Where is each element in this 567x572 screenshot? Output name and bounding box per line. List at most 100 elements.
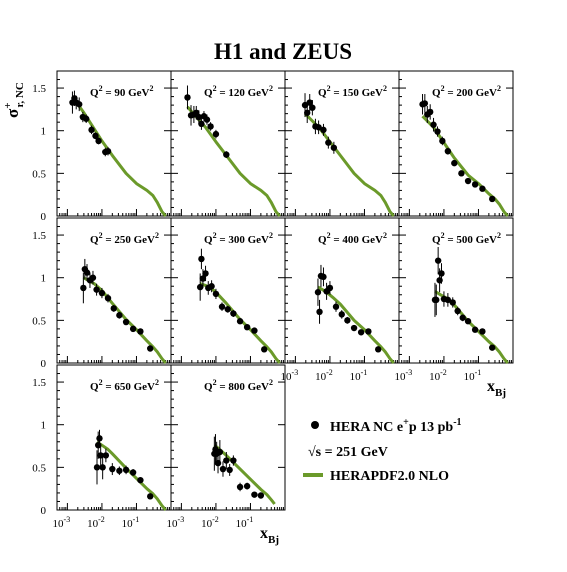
model-curve <box>71 95 167 217</box>
data-point <box>203 116 211 123</box>
data-point <box>344 317 351 324</box>
legend: HERA NC e+p 13 pb-1 √s = 251 GeV HERAPDF2.… <box>303 417 462 484</box>
data-point <box>464 177 472 185</box>
q2-label-sup: 2 <box>327 231 331 240</box>
data-point <box>219 465 227 473</box>
data-point <box>236 483 244 491</box>
x-axis-label-main: x <box>260 525 268 542</box>
data-point <box>320 273 327 281</box>
x-tick-label: 10-1 <box>236 515 254 530</box>
data-point <box>426 108 434 116</box>
data-point <box>88 126 95 134</box>
x-axis-label: xBj <box>260 525 279 546</box>
x-tick-exp: -2 <box>98 515 105 524</box>
data-point <box>430 121 437 128</box>
q2-label-value: = 150 GeV <box>331 87 383 99</box>
x-tick-base: 10 <box>464 371 476 383</box>
data-point <box>196 283 204 291</box>
y-tick-label: 1 <box>41 420 47 432</box>
q2-label: Q2 = 400 GeV2 <box>318 231 387 246</box>
legend-data-sup: + <box>403 417 409 428</box>
x-tick-base: 10 <box>87 518 99 530</box>
legend-data-tail-sup: -1 <box>453 417 461 428</box>
data-point <box>458 170 465 177</box>
data-point <box>309 104 316 111</box>
q2-label: Q2 = 150 GeV2 <box>318 84 387 99</box>
q2-label-sup: 2 <box>213 378 217 387</box>
data-point <box>444 296 452 304</box>
data-point <box>212 130 220 138</box>
model-curve <box>96 440 167 511</box>
data-point <box>357 329 365 336</box>
q2-label-sup: 2 <box>441 84 445 93</box>
panel-q2-800: Q2 = 800 GeV2 <box>170 364 286 511</box>
panel-q2-120: Q2 = 120 GeV2 <box>170 70 286 217</box>
data-point <box>326 284 334 292</box>
y-tick-label: 0 <box>41 505 47 517</box>
data-point <box>434 128 441 135</box>
y-axis-label: σ+r, NC <box>2 82 26 118</box>
data-point <box>489 344 496 351</box>
q2-label-value: = 250 GeV <box>103 234 155 246</box>
q2-label-unit-sup: 2 <box>149 84 153 93</box>
x-axis-label-sub: Bj <box>495 387 506 399</box>
x-axis-label-main: x <box>487 378 495 395</box>
data-point <box>315 124 322 131</box>
data-point <box>439 137 446 145</box>
data-point <box>223 457 230 464</box>
model-curve <box>317 285 395 364</box>
data-point <box>109 465 116 473</box>
q2-label-unit-sup: 2 <box>155 378 159 387</box>
data-point <box>147 493 154 500</box>
y-tick-label: 0.5 <box>32 315 46 327</box>
data-point <box>216 448 224 456</box>
data-point <box>243 323 251 331</box>
data-point <box>93 286 100 293</box>
panel-q2-300: Q2 = 300 GeV2 <box>170 217 286 364</box>
q2-label-value: = 300 GeV <box>217 234 269 246</box>
data-point <box>438 270 445 277</box>
q2-label-q: Q <box>318 87 327 99</box>
data-point <box>489 195 496 203</box>
data-point <box>223 151 230 158</box>
x-tick-label: 10-2 <box>87 515 105 530</box>
q2-label-sup: 2 <box>213 84 217 93</box>
panel-q2-150: Q2 = 150 GeV2 <box>284 70 400 217</box>
data-point <box>464 318 472 325</box>
data-point <box>198 120 205 128</box>
data-point <box>207 123 214 130</box>
data-point <box>137 328 144 335</box>
data-point <box>479 328 486 335</box>
y-tick-label: 0 <box>41 358 47 370</box>
legend-data-tail: p 13 pb <box>409 420 454 435</box>
data-point <box>76 101 83 108</box>
q2-label-value: = 120 GeV <box>217 87 269 99</box>
data-point <box>304 109 311 116</box>
data-point <box>116 467 123 474</box>
q2-label: Q2 = 90 GeV2 <box>90 84 153 99</box>
x-tick-label: 10-3 <box>167 515 185 530</box>
y-axis-label-main: σ <box>3 108 22 118</box>
legend-data-text: HERA NC e <box>330 420 403 435</box>
y-tick-label: 1 <box>41 126 47 138</box>
data-point <box>350 324 358 332</box>
chart-title: H1 and ZEUS <box>214 39 352 64</box>
data-point <box>261 346 268 353</box>
x-tick-label: 10-1 <box>122 515 140 530</box>
x-tick-base: 10 <box>236 518 248 530</box>
data-point <box>199 275 207 282</box>
x-tick-label: 10-3 <box>53 515 71 530</box>
x-tick-exp: -1 <box>247 515 254 524</box>
data-point <box>434 257 442 264</box>
data-point <box>137 476 144 484</box>
data-point <box>129 325 137 333</box>
data-point <box>116 312 123 319</box>
x-tick-base: 10 <box>350 371 362 383</box>
x-tick-base: 10 <box>167 518 179 530</box>
x-tick-exp: -2 <box>212 515 219 524</box>
q2-label-unit-sup: 2 <box>155 231 159 240</box>
data-point <box>92 132 99 140</box>
data-point <box>471 326 479 333</box>
q2-label-q: Q <box>318 234 327 246</box>
